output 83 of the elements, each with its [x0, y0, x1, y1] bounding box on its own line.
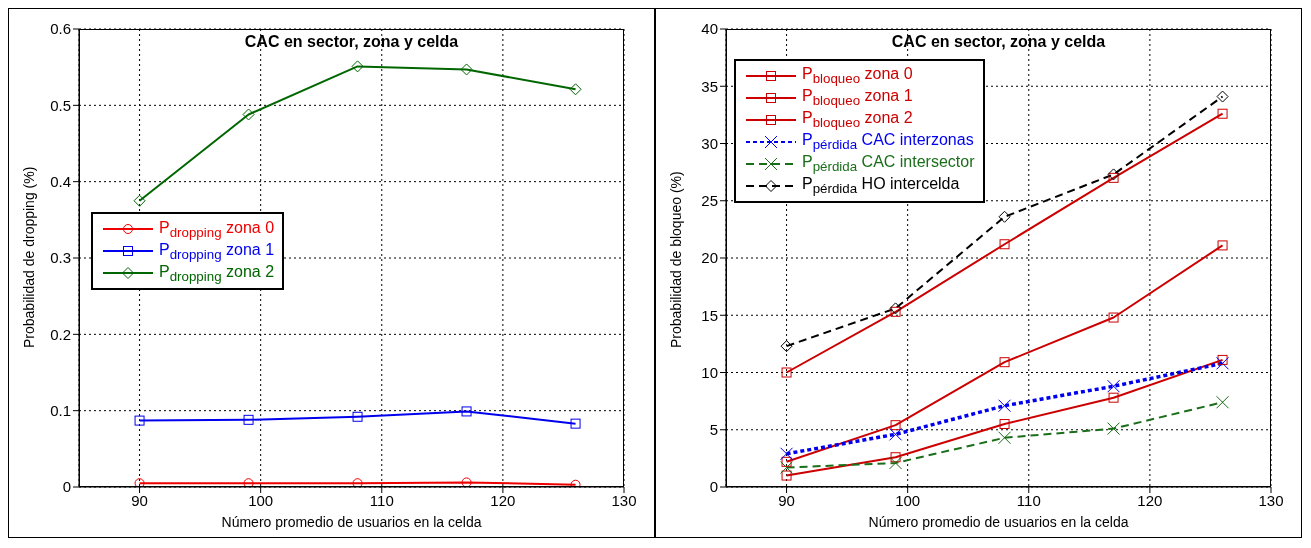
- chart-title: CAC en sector, zona y celda: [243, 33, 460, 51]
- point: [781, 456, 792, 467]
- x-tick-label: 90: [778, 491, 795, 509]
- x-tick-label: 120: [1137, 491, 1163, 509]
- point: [1217, 108, 1228, 119]
- y-tick-label: 0.1: [50, 401, 71, 419]
- legend-label: P$_{dropping}$ zona 0: [159, 218, 275, 240]
- point: [461, 406, 472, 417]
- y-axis-title: Probabilidad de dropping (%): [20, 166, 37, 348]
- point: [1108, 312, 1119, 323]
- y-tick-label: 20: [701, 249, 718, 267]
- point: [998, 431, 1012, 445]
- y-tick-label: 0: [709, 478, 718, 496]
- point: [1217, 354, 1228, 365]
- y-tick-label: 5: [709, 421, 718, 439]
- point: [889, 302, 902, 315]
- x-tick-label: 120: [490, 491, 516, 509]
- point: [243, 414, 254, 425]
- x-axis-title: Número promedio de usuarios en la celda: [221, 514, 482, 530]
- y-tick-label: 40: [701, 20, 718, 38]
- y-axis-title: Probabilidad de bloqueo (%): [667, 171, 684, 348]
- point: [133, 194, 146, 207]
- point: [889, 427, 903, 441]
- legend-label: P$_{dropping}$ zona 1: [159, 240, 275, 262]
- point: [890, 452, 901, 463]
- y-tick-label: 25: [701, 192, 718, 210]
- legend-label: P$_{dropping}$ zona 2: [159, 262, 275, 284]
- point: [352, 411, 363, 422]
- point: [569, 83, 582, 96]
- legend-label: P$_{bloqueo}$ zona 2: [802, 109, 913, 131]
- x-tick-label: 130: [1258, 491, 1284, 509]
- point: [998, 399, 1012, 413]
- y-tick-label: 15: [701, 306, 718, 324]
- point: [889, 456, 903, 470]
- y-tick-label: 30: [701, 134, 718, 152]
- y-tick-label: 35: [701, 77, 718, 95]
- point: [1108, 392, 1119, 403]
- point: [780, 461, 794, 475]
- y-tick-label: 0.4: [50, 172, 71, 190]
- point: [242, 108, 255, 121]
- legend-label: P$_{bloqueo}$ zona 1: [802, 87, 913, 109]
- x-tick-label: 110: [1016, 491, 1041, 509]
- legend-label: P$_{pérdida}$ CAC intersector: [802, 153, 975, 175]
- point: [570, 479, 581, 487]
- point: [1217, 240, 1228, 251]
- point: [1107, 379, 1121, 393]
- y-tick-label: 0.5: [50, 96, 71, 114]
- x-tick-label: 130: [611, 491, 637, 509]
- y-tick-label: 0.2: [50, 325, 71, 343]
- x-axis-title: Número promedio de usuarios en la celda: [868, 514, 1129, 530]
- point: [999, 357, 1010, 368]
- point: [1107, 422, 1121, 436]
- point: [780, 447, 794, 461]
- x-tick-label: 100: [895, 491, 921, 509]
- point: [999, 419, 1010, 430]
- legend-label: P$_{bloqueo}$ zona 0: [802, 65, 913, 87]
- x-tick-label: 110: [369, 491, 394, 509]
- y-tick-label: 0: [62, 478, 71, 496]
- y-tick-label: 0.6: [50, 20, 71, 38]
- point: [461, 477, 472, 487]
- point: [781, 367, 792, 378]
- point: [781, 470, 792, 481]
- point: [1216, 395, 1230, 409]
- chart-title: CAC en sector, zona y celda: [890, 33, 1107, 51]
- x-tick-label: 90: [131, 491, 148, 509]
- point: [999, 239, 1010, 250]
- point: [1108, 172, 1119, 183]
- point: [1216, 90, 1229, 103]
- legend-label: P$_{pérdida}$ CAC interzonas: [802, 131, 974, 153]
- point: [1216, 356, 1230, 370]
- x-tick-label: 100: [248, 491, 274, 509]
- y-tick-label: 0.3: [50, 249, 71, 267]
- point: [780, 340, 793, 353]
- point: [134, 415, 145, 426]
- point: [1107, 168, 1120, 181]
- point: [351, 60, 364, 73]
- y-tick-label: 10: [701, 363, 718, 381]
- point: [460, 63, 473, 76]
- point: [890, 420, 901, 431]
- point: [998, 210, 1011, 223]
- point: [890, 306, 901, 317]
- legend-label: P$_{pérdida}$ HO intercelda: [802, 175, 960, 197]
- point: [570, 418, 581, 429]
